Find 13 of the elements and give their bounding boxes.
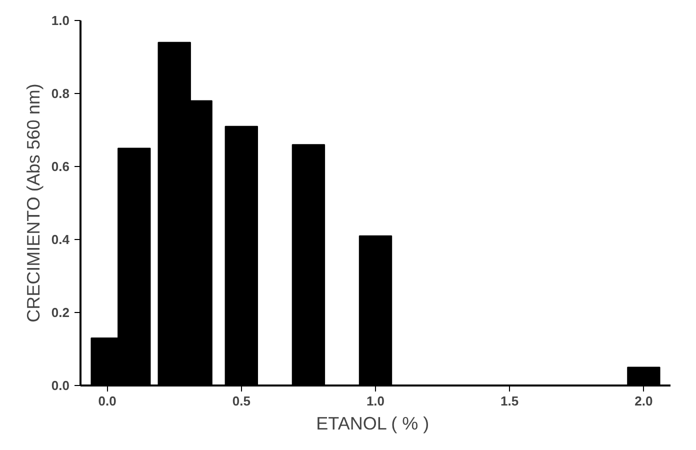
- y-tick-label: 0.6: [51, 159, 70, 174]
- x-tick-label: 1.0: [366, 394, 385, 408]
- x-tick-label: 0.5: [232, 394, 250, 408]
- y-tick-label: 0.8: [51, 86, 70, 101]
- x-tick-label: 0.0: [98, 394, 116, 408]
- y-tick-label: 0.0: [51, 378, 70, 393]
- y-tick-label: 0.4: [51, 232, 70, 247]
- y-tick-label: 0.2: [51, 305, 70, 320]
- y-axis-title: CRECIMIENTO (Abs 560 nm): [23, 84, 44, 322]
- x-axis-title: ETANOL ( % ): [316, 414, 430, 434]
- x-tick-label: 2.0: [634, 394, 653, 408]
- x-tick-label: 1.5: [500, 394, 519, 408]
- y-tick-label: 1.0: [51, 13, 70, 28]
